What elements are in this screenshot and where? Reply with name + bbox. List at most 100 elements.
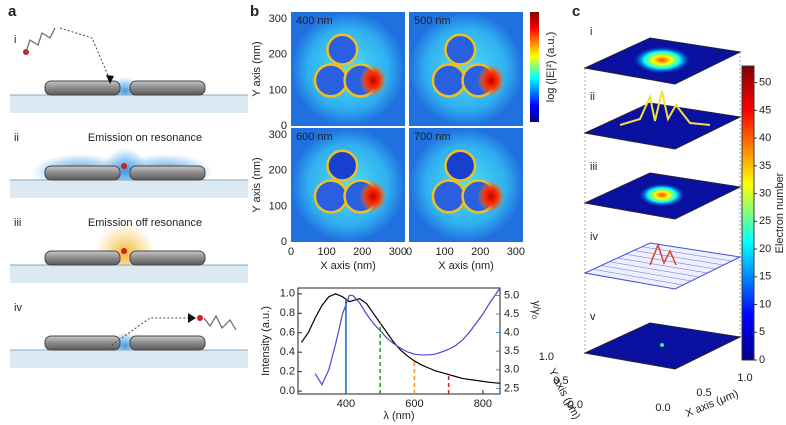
panel-label: a — [8, 3, 17, 20]
x-tick-label: 100 — [317, 246, 335, 258]
substrate — [10, 265, 248, 283]
y-tick-label: 0.8 — [280, 307, 295, 319]
y2-tick-label: 4.0 — [504, 327, 519, 339]
x-axis-label: X axis (nm) — [438, 260, 494, 272]
y-tick-label: 0.4 — [280, 346, 295, 358]
y-tick-label: 300 — [269, 13, 287, 25]
x-tick-label: 0 — [288, 246, 294, 258]
plane-numeral: v — [590, 311, 596, 323]
x-tick-label: 0 — [406, 246, 412, 258]
row-numeral: iii — [14, 217, 21, 229]
panel-label: b — [250, 3, 259, 20]
mesh — [609, 261, 700, 278]
hotspot — [359, 180, 387, 213]
y-tick-label: 300 — [269, 129, 287, 141]
trajectory — [25, 27, 56, 53]
plane-numeral: iii — [590, 161, 597, 173]
colorbar-tick-label: 30 — [759, 187, 771, 199]
y2-tick-label: 4.5 — [504, 308, 519, 320]
y-tick-label: 1.0 — [539, 351, 554, 363]
series-line — [314, 287, 501, 386]
y-axis-label: Intensity (a.u.) — [260, 306, 272, 376]
y-tick-label: 0 — [281, 236, 287, 248]
row-caption: Emission off resonance — [88, 217, 202, 229]
series-line — [300, 293, 501, 384]
row-numeral: ii — [14, 132, 19, 144]
y-tick-label: 200 — [269, 165, 287, 177]
nanorod — [129, 165, 206, 181]
colorbar-tick-label: 25 — [759, 215, 771, 227]
y-axis-label: Y axis (nm) — [251, 157, 263, 212]
y-tick-label: 100 — [269, 84, 287, 96]
colorbar-tick-label: 20 — [759, 243, 771, 255]
y2-axis-label: γ/γ₀ — [530, 301, 542, 320]
plane-signal — [649, 242, 677, 266]
y-tick-label: 100 — [269, 200, 287, 212]
colorbar — [741, 65, 755, 361]
y-tick-label: 0 — [281, 120, 287, 132]
colorbar-tick-label: 45 — [759, 104, 771, 116]
particle — [313, 63, 349, 98]
map-label: 500 nm — [414, 15, 451, 27]
plane-signal — [632, 46, 692, 74]
plot-frame — [297, 287, 501, 395]
nanorod — [129, 80, 206, 96]
y-tick-label: 1.0 — [280, 288, 295, 300]
hotspot — [477, 180, 505, 213]
y-tick-label: 0.2 — [280, 366, 295, 378]
mesh — [601, 265, 692, 282]
x-tick-label: 1.0 — [737, 372, 752, 384]
particle — [431, 179, 467, 214]
nanorod — [44, 80, 121, 96]
colorbar-tick-label: 40 — [759, 132, 771, 144]
x-axis-label: X axis (nm) — [320, 260, 376, 272]
x-tick-label: 200 — [471, 246, 489, 258]
y2-tick-label: 3.0 — [504, 364, 519, 376]
x-tick-label: 0.0 — [655, 402, 670, 414]
nanorod — [44, 165, 121, 181]
map-label: 400 nm — [296, 15, 333, 27]
mesh — [617, 257, 708, 274]
hotspot — [477, 64, 505, 97]
nanorod — [129, 335, 206, 351]
map-label: 700 nm — [414, 131, 451, 143]
plane — [583, 242, 742, 290]
nanorod — [44, 250, 121, 266]
map-label: 600 nm — [296, 131, 333, 143]
x-tick-label: 600 — [405, 398, 423, 410]
y-tick-label: 0.0 — [568, 399, 583, 411]
substrate — [10, 95, 248, 113]
panel-label: c — [572, 3, 580, 20]
x-tick-label: 800 — [474, 398, 492, 410]
plane-numeral: i — [590, 26, 592, 38]
y2-tick-label: 2.5 — [504, 382, 519, 394]
path-dotted — [111, 317, 190, 346]
x-tick-label: 200 — [353, 246, 371, 258]
x-axis-label: X axis (μm) — [684, 388, 740, 420]
y2-tick-label: 3.5 — [504, 345, 519, 357]
colorbar-label: Electron number — [774, 172, 786, 253]
plane-numeral: iv — [590, 231, 598, 243]
y2-tick-label: 5.0 — [504, 289, 519, 301]
row-numeral: iv — [14, 302, 22, 314]
colorbar-tick-label: 10 — [759, 298, 771, 310]
plane-signal — [638, 183, 686, 207]
x-axis-label: λ (nm) — [383, 410, 414, 422]
path-dotted — [59, 27, 111, 81]
x-tick-label: 0.5 — [696, 387, 711, 399]
colorbar-label: log (|E|²) (a.u.) — [545, 32, 557, 103]
colorbar-tick-label: 35 — [759, 160, 771, 172]
mesh — [593, 269, 684, 286]
substrate — [10, 180, 248, 198]
colorbar-tick-label: 5 — [759, 326, 765, 338]
nanorod — [129, 250, 206, 266]
plane-signal — [660, 343, 664, 347]
plane — [583, 102, 742, 150]
y-tick-label: 0.0 — [280, 385, 295, 397]
particle — [444, 33, 477, 66]
